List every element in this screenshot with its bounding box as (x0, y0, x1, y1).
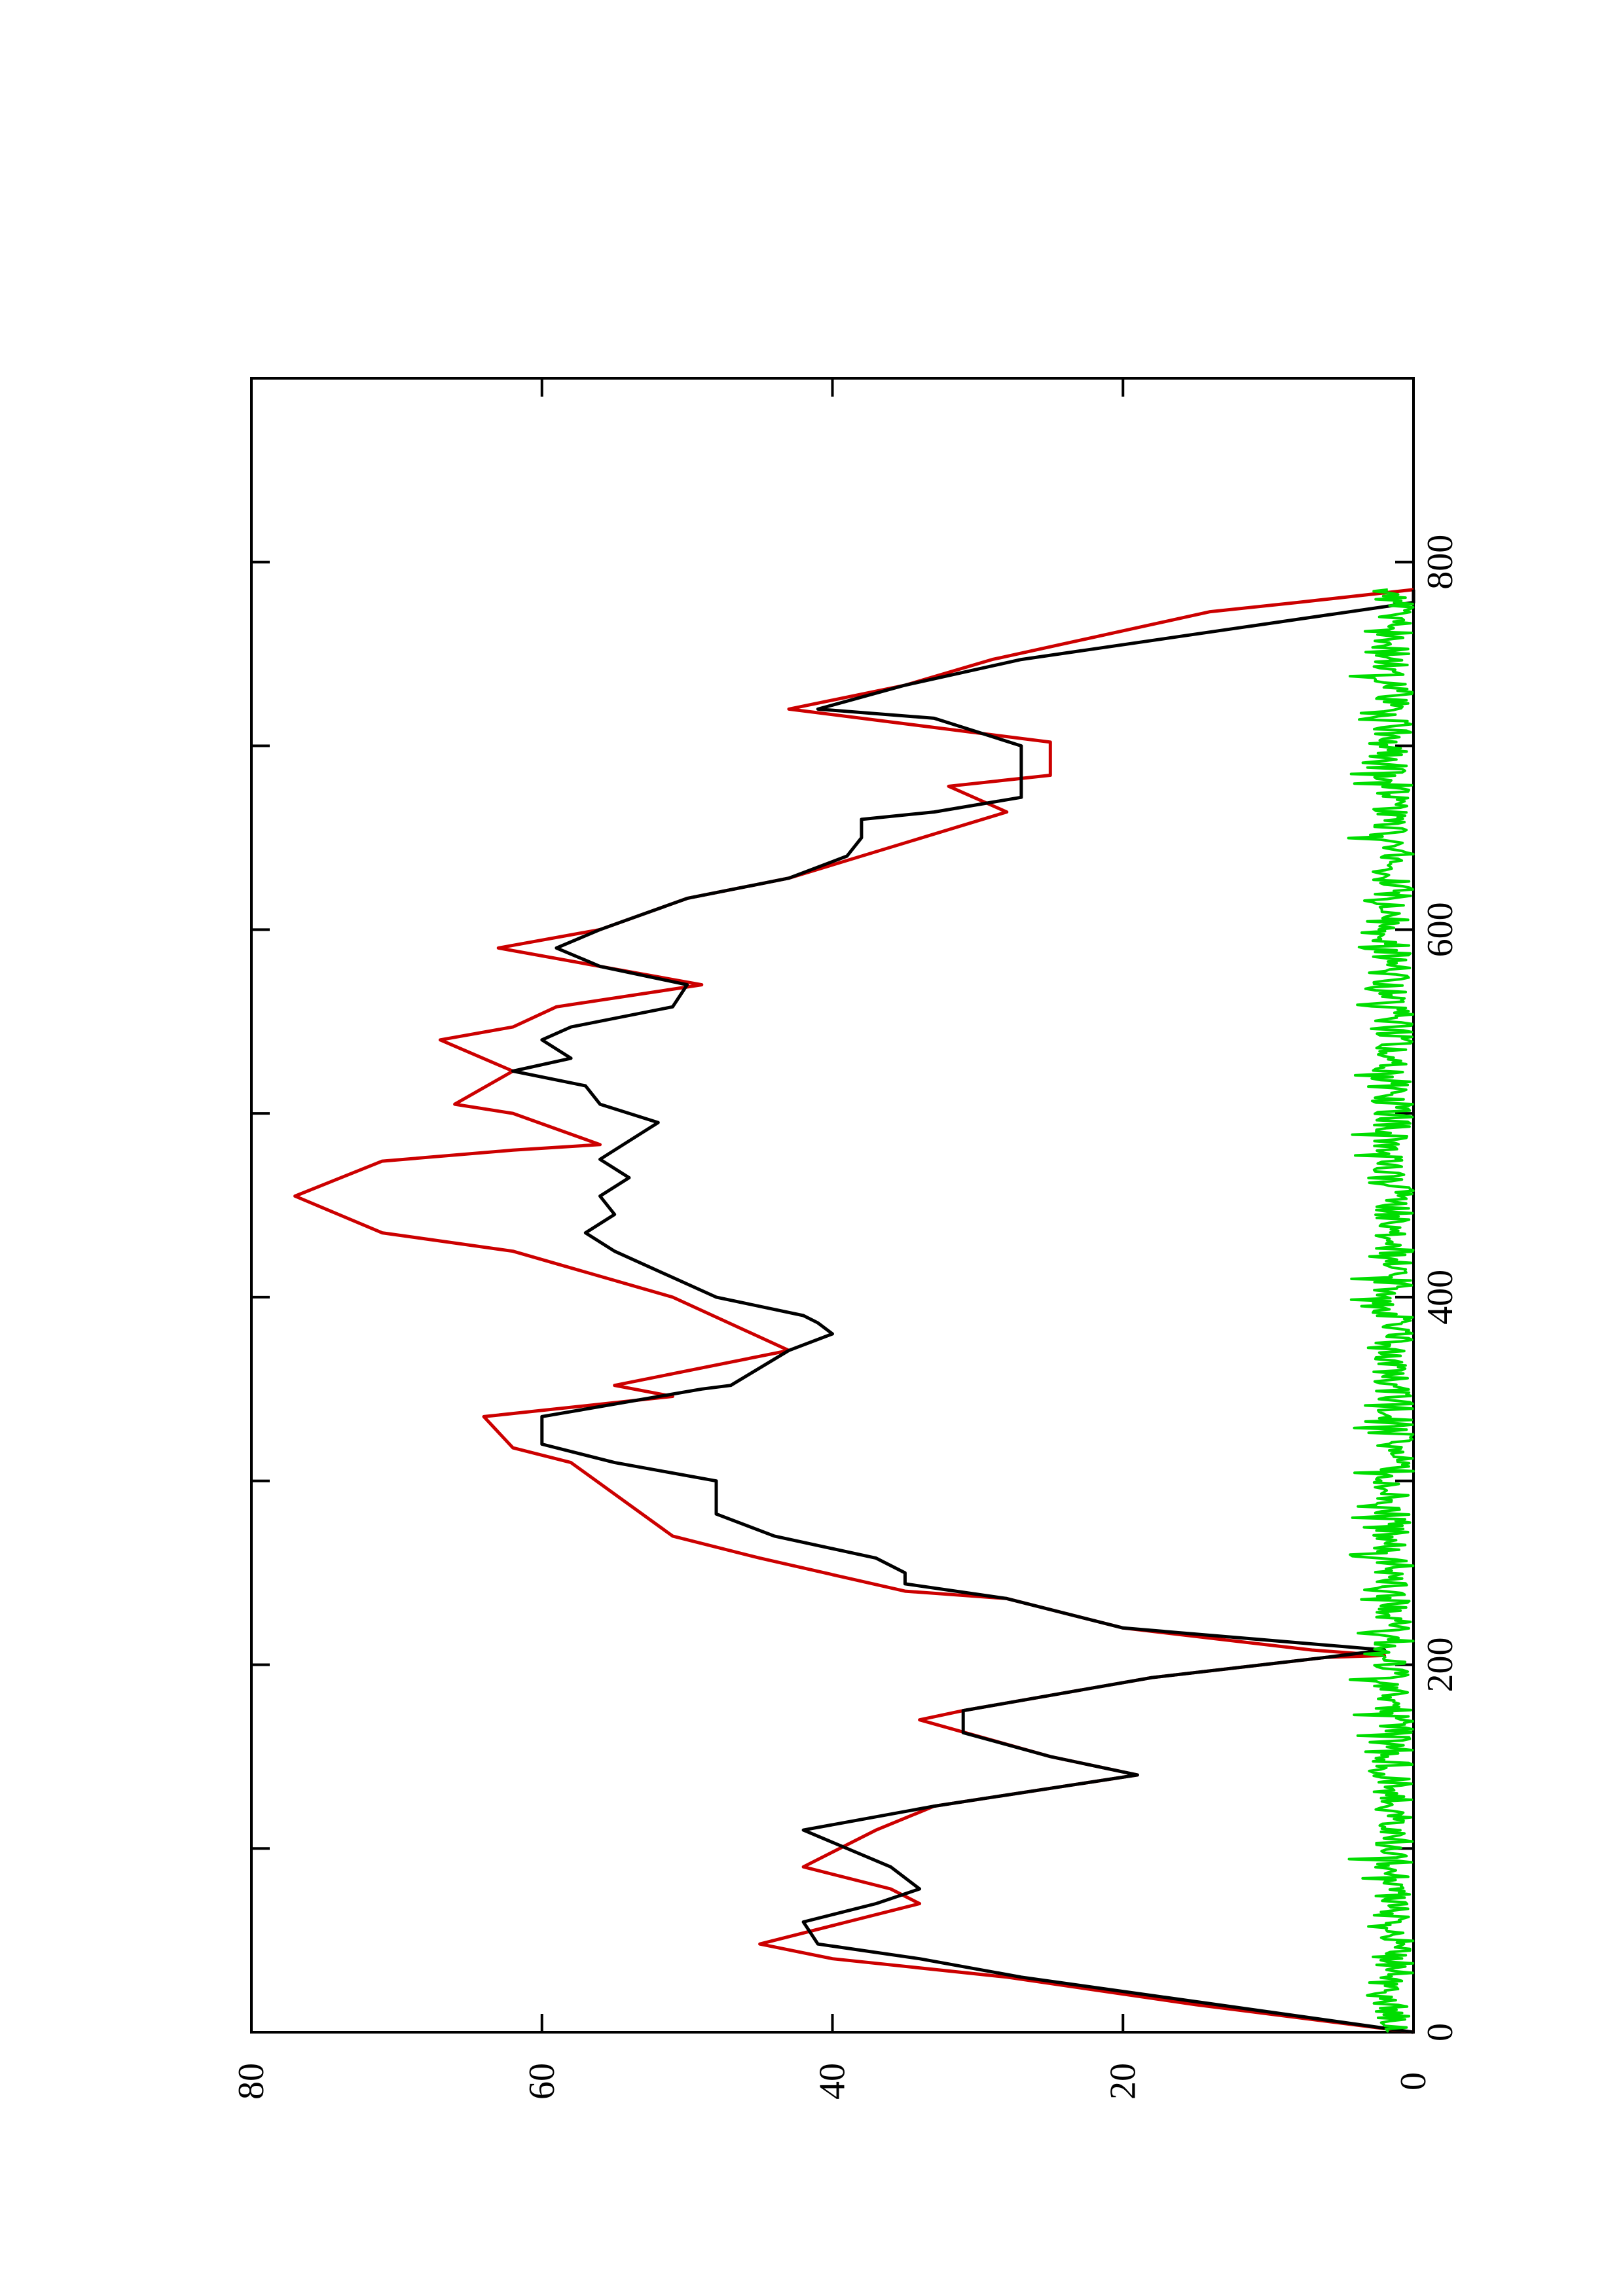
y-tick-label: 60 (522, 2063, 562, 2100)
y-tick-label: 20 (1103, 2063, 1143, 2100)
x-tick-label: 800 (1420, 535, 1461, 590)
x-tick-label: 200 (1420, 1637, 1461, 1692)
y-tick-label: 40 (812, 2063, 853, 2100)
y-tick-label: 0 (1393, 2072, 1434, 2090)
axis-tick-labels: 0 200 400 600 800 0 20 40 60 80 (231, 535, 1461, 2100)
x-tick-label: 600 (1420, 902, 1461, 957)
x-tick-label: 0 (1420, 2023, 1461, 2041)
y-tick-label: 80 (231, 2063, 272, 2100)
black-line-series (511, 589, 1415, 2034)
x-tick-label: 400 (1420, 1270, 1461, 1325)
data-series (293, 588, 1415, 2034)
red-step-series (293, 588, 1414, 2034)
green-noise-series (1347, 588, 1415, 2034)
